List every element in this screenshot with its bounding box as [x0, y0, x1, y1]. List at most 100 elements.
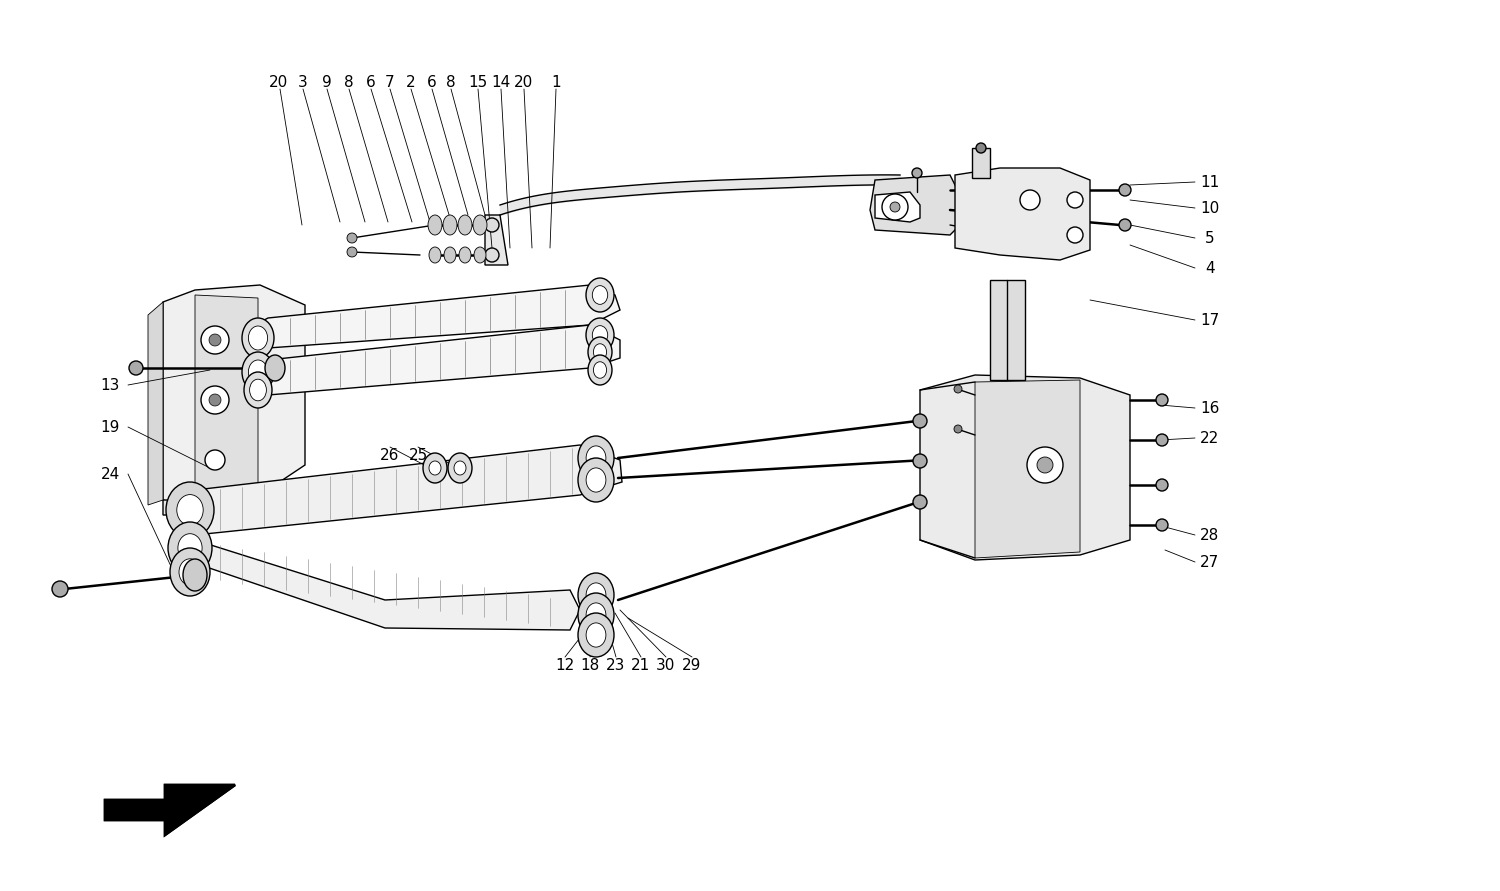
Ellipse shape	[177, 495, 203, 526]
Ellipse shape	[586, 603, 606, 627]
Text: 2: 2	[406, 75, 416, 89]
Ellipse shape	[578, 593, 614, 637]
Circle shape	[890, 202, 900, 212]
Polygon shape	[195, 295, 258, 505]
Ellipse shape	[429, 247, 441, 263]
Ellipse shape	[586, 446, 606, 470]
Text: 30: 30	[657, 658, 675, 673]
Text: 12: 12	[555, 658, 574, 673]
Ellipse shape	[166, 482, 214, 538]
Circle shape	[954, 425, 962, 433]
Ellipse shape	[249, 360, 267, 384]
Ellipse shape	[183, 559, 207, 591]
Text: 24: 24	[100, 467, 120, 481]
Ellipse shape	[249, 380, 267, 401]
Circle shape	[346, 233, 357, 243]
Circle shape	[1119, 184, 1131, 196]
Text: 25: 25	[408, 447, 428, 462]
Text: 3: 3	[298, 75, 307, 89]
Circle shape	[484, 248, 500, 262]
Circle shape	[1156, 479, 1168, 491]
Polygon shape	[920, 375, 1130, 560]
Text: 26: 26	[381, 447, 399, 462]
Circle shape	[1066, 227, 1083, 243]
Ellipse shape	[594, 362, 606, 379]
Text: 27: 27	[1200, 554, 1219, 569]
Polygon shape	[164, 500, 310, 515]
Text: 8: 8	[446, 75, 456, 89]
Ellipse shape	[242, 352, 274, 392]
Ellipse shape	[588, 355, 612, 385]
Circle shape	[914, 414, 927, 428]
Bar	[972, 148, 990, 178]
Ellipse shape	[168, 522, 211, 574]
Text: 5: 5	[1204, 231, 1215, 246]
Ellipse shape	[454, 461, 466, 475]
Ellipse shape	[459, 247, 471, 263]
Text: 17: 17	[1200, 313, 1219, 328]
Polygon shape	[148, 302, 164, 505]
Ellipse shape	[594, 344, 606, 360]
Polygon shape	[874, 192, 920, 222]
Text: 4: 4	[1204, 260, 1215, 275]
Circle shape	[1156, 519, 1168, 531]
Ellipse shape	[586, 318, 613, 352]
Ellipse shape	[592, 286, 608, 305]
Circle shape	[209, 334, 220, 346]
Text: 19: 19	[100, 420, 120, 435]
Ellipse shape	[429, 461, 441, 475]
Circle shape	[954, 385, 962, 393]
Text: 10: 10	[1200, 200, 1219, 216]
Text: 1: 1	[550, 75, 561, 89]
Ellipse shape	[444, 247, 456, 263]
Circle shape	[1028, 447, 1063, 483]
Ellipse shape	[249, 326, 267, 350]
Circle shape	[882, 194, 908, 220]
Polygon shape	[255, 325, 620, 395]
Circle shape	[1156, 394, 1168, 406]
Ellipse shape	[588, 337, 612, 367]
Text: 6: 6	[366, 75, 376, 89]
Polygon shape	[164, 285, 304, 510]
Text: 15: 15	[468, 75, 488, 89]
Ellipse shape	[472, 215, 488, 235]
Text: 6: 6	[427, 75, 436, 89]
Circle shape	[1119, 219, 1131, 231]
Polygon shape	[105, 785, 236, 835]
Bar	[990, 280, 1024, 380]
Circle shape	[914, 495, 927, 509]
Text: 16: 16	[1200, 400, 1219, 415]
Circle shape	[346, 247, 357, 257]
Circle shape	[209, 394, 220, 406]
Text: 13: 13	[100, 378, 120, 393]
Polygon shape	[484, 215, 508, 265]
Ellipse shape	[178, 559, 201, 585]
Circle shape	[484, 218, 500, 232]
Circle shape	[53, 581, 68, 597]
Ellipse shape	[586, 623, 606, 647]
Ellipse shape	[427, 215, 442, 235]
Circle shape	[201, 386, 229, 414]
Ellipse shape	[578, 613, 614, 657]
Ellipse shape	[586, 278, 613, 312]
Ellipse shape	[170, 548, 210, 596]
Text: 21: 21	[632, 658, 651, 673]
Ellipse shape	[423, 453, 447, 483]
Ellipse shape	[578, 573, 614, 617]
Circle shape	[1156, 434, 1168, 446]
Ellipse shape	[442, 215, 458, 235]
Ellipse shape	[586, 583, 606, 607]
Circle shape	[1036, 457, 1053, 473]
Text: 20: 20	[268, 75, 288, 89]
Circle shape	[201, 326, 229, 354]
Polygon shape	[975, 380, 1080, 558]
Circle shape	[1066, 192, 1083, 208]
Text: 29: 29	[682, 658, 702, 673]
Text: 22: 22	[1200, 430, 1219, 446]
Polygon shape	[105, 785, 236, 835]
Ellipse shape	[474, 247, 486, 263]
Circle shape	[976, 143, 986, 153]
Polygon shape	[956, 168, 1090, 260]
Polygon shape	[255, 285, 620, 348]
Text: 23: 23	[606, 658, 625, 673]
